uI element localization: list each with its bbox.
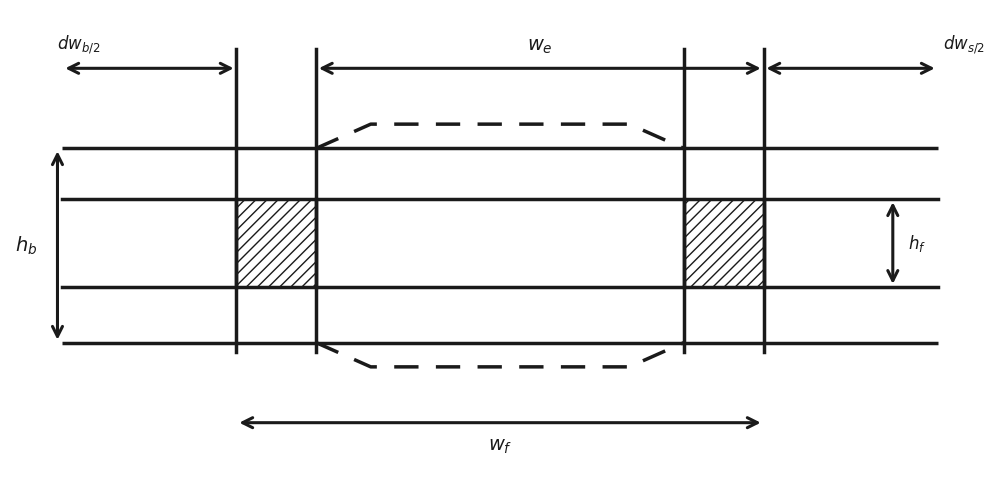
Text: $dw_{s/2}$: $dw_{s/2}$ <box>943 33 984 56</box>
Text: $dw_{b/2}$: $dw_{b/2}$ <box>57 33 101 56</box>
Bar <box>236 199 316 287</box>
Text: $w_e$: $w_e$ <box>527 38 553 56</box>
Text: $h_b$: $h_b$ <box>15 234 38 257</box>
Bar <box>684 199 764 287</box>
Text: $w_f$: $w_f$ <box>488 437 512 456</box>
Text: $h_f$: $h_f$ <box>908 233 926 253</box>
